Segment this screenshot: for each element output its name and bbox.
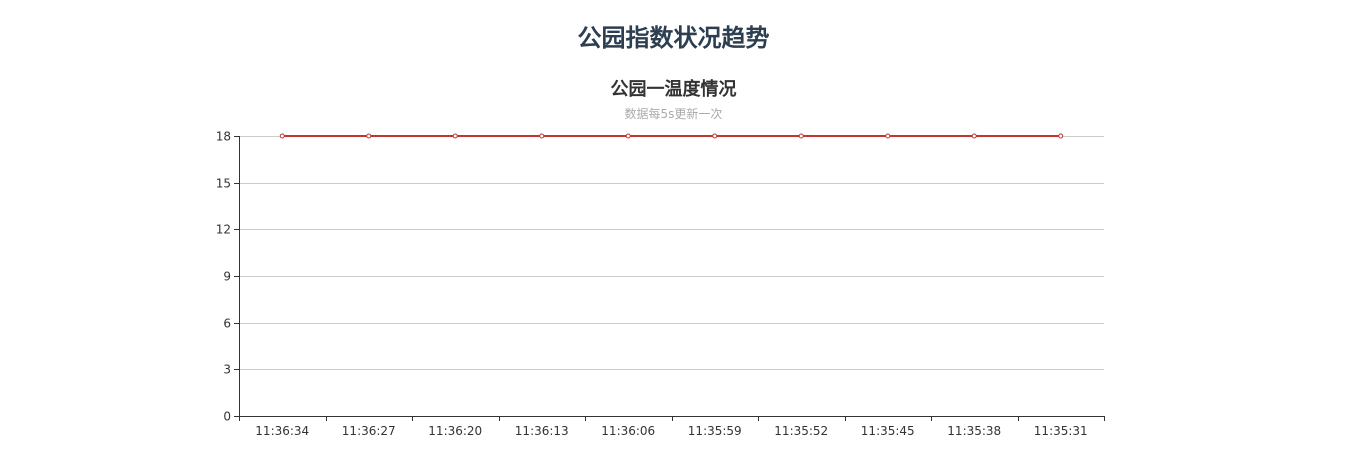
page-title: 公园指数状况趋势: [577, 24, 770, 52]
y-tick-label: 15: [216, 177, 231, 191]
x-tick-label: 11:35:31: [1034, 424, 1088, 438]
data-point[interactable]: [366, 133, 372, 139]
data-point[interactable]: [971, 133, 977, 139]
y-tick-label: 18: [216, 130, 231, 144]
chart-subtitle: 数据每5s更新一次: [624, 107, 723, 121]
data-point[interactable]: [539, 133, 545, 139]
data-point[interactable]: [279, 133, 285, 139]
x-tick-label: 11:35:38: [947, 424, 1001, 438]
x-tick-label: 11:36:27: [342, 424, 396, 438]
data-point[interactable]: [798, 133, 804, 139]
y-tick-label: 0: [223, 410, 231, 424]
data-point[interactable]: [712, 133, 718, 139]
data-point[interactable]: [1058, 133, 1064, 139]
x-tick-label: 11:36:06: [601, 424, 655, 438]
x-tick-label: 11:36:34: [255, 424, 309, 438]
data-point[interactable]: [452, 133, 458, 139]
axes: 0 3 6 9 12 15 18 11:36:34 11:36:27 11:36:20 11:36:…: [216, 130, 1105, 438]
x-tick-label: 11:35:59: [688, 424, 742, 438]
y-tick-label: 3: [223, 363, 231, 377]
x-tick-label: 11:36:20: [428, 424, 482, 438]
y-tick-label: 6: [223, 317, 231, 331]
chart-title: 公园一温度情况: [610, 79, 737, 100]
x-tick-label: 11:36:13: [515, 424, 569, 438]
grid-lines: [239, 136, 1104, 370]
data-point[interactable]: [625, 133, 631, 139]
y-tick-label: 12: [216, 223, 231, 237]
y-tick-label: 9: [223, 270, 231, 284]
x-tick-label: 11:35:52: [774, 424, 828, 438]
x-tick-label: 11:35:45: [861, 424, 915, 438]
series-layer: [279, 133, 1064, 139]
data-point[interactable]: [885, 133, 891, 139]
